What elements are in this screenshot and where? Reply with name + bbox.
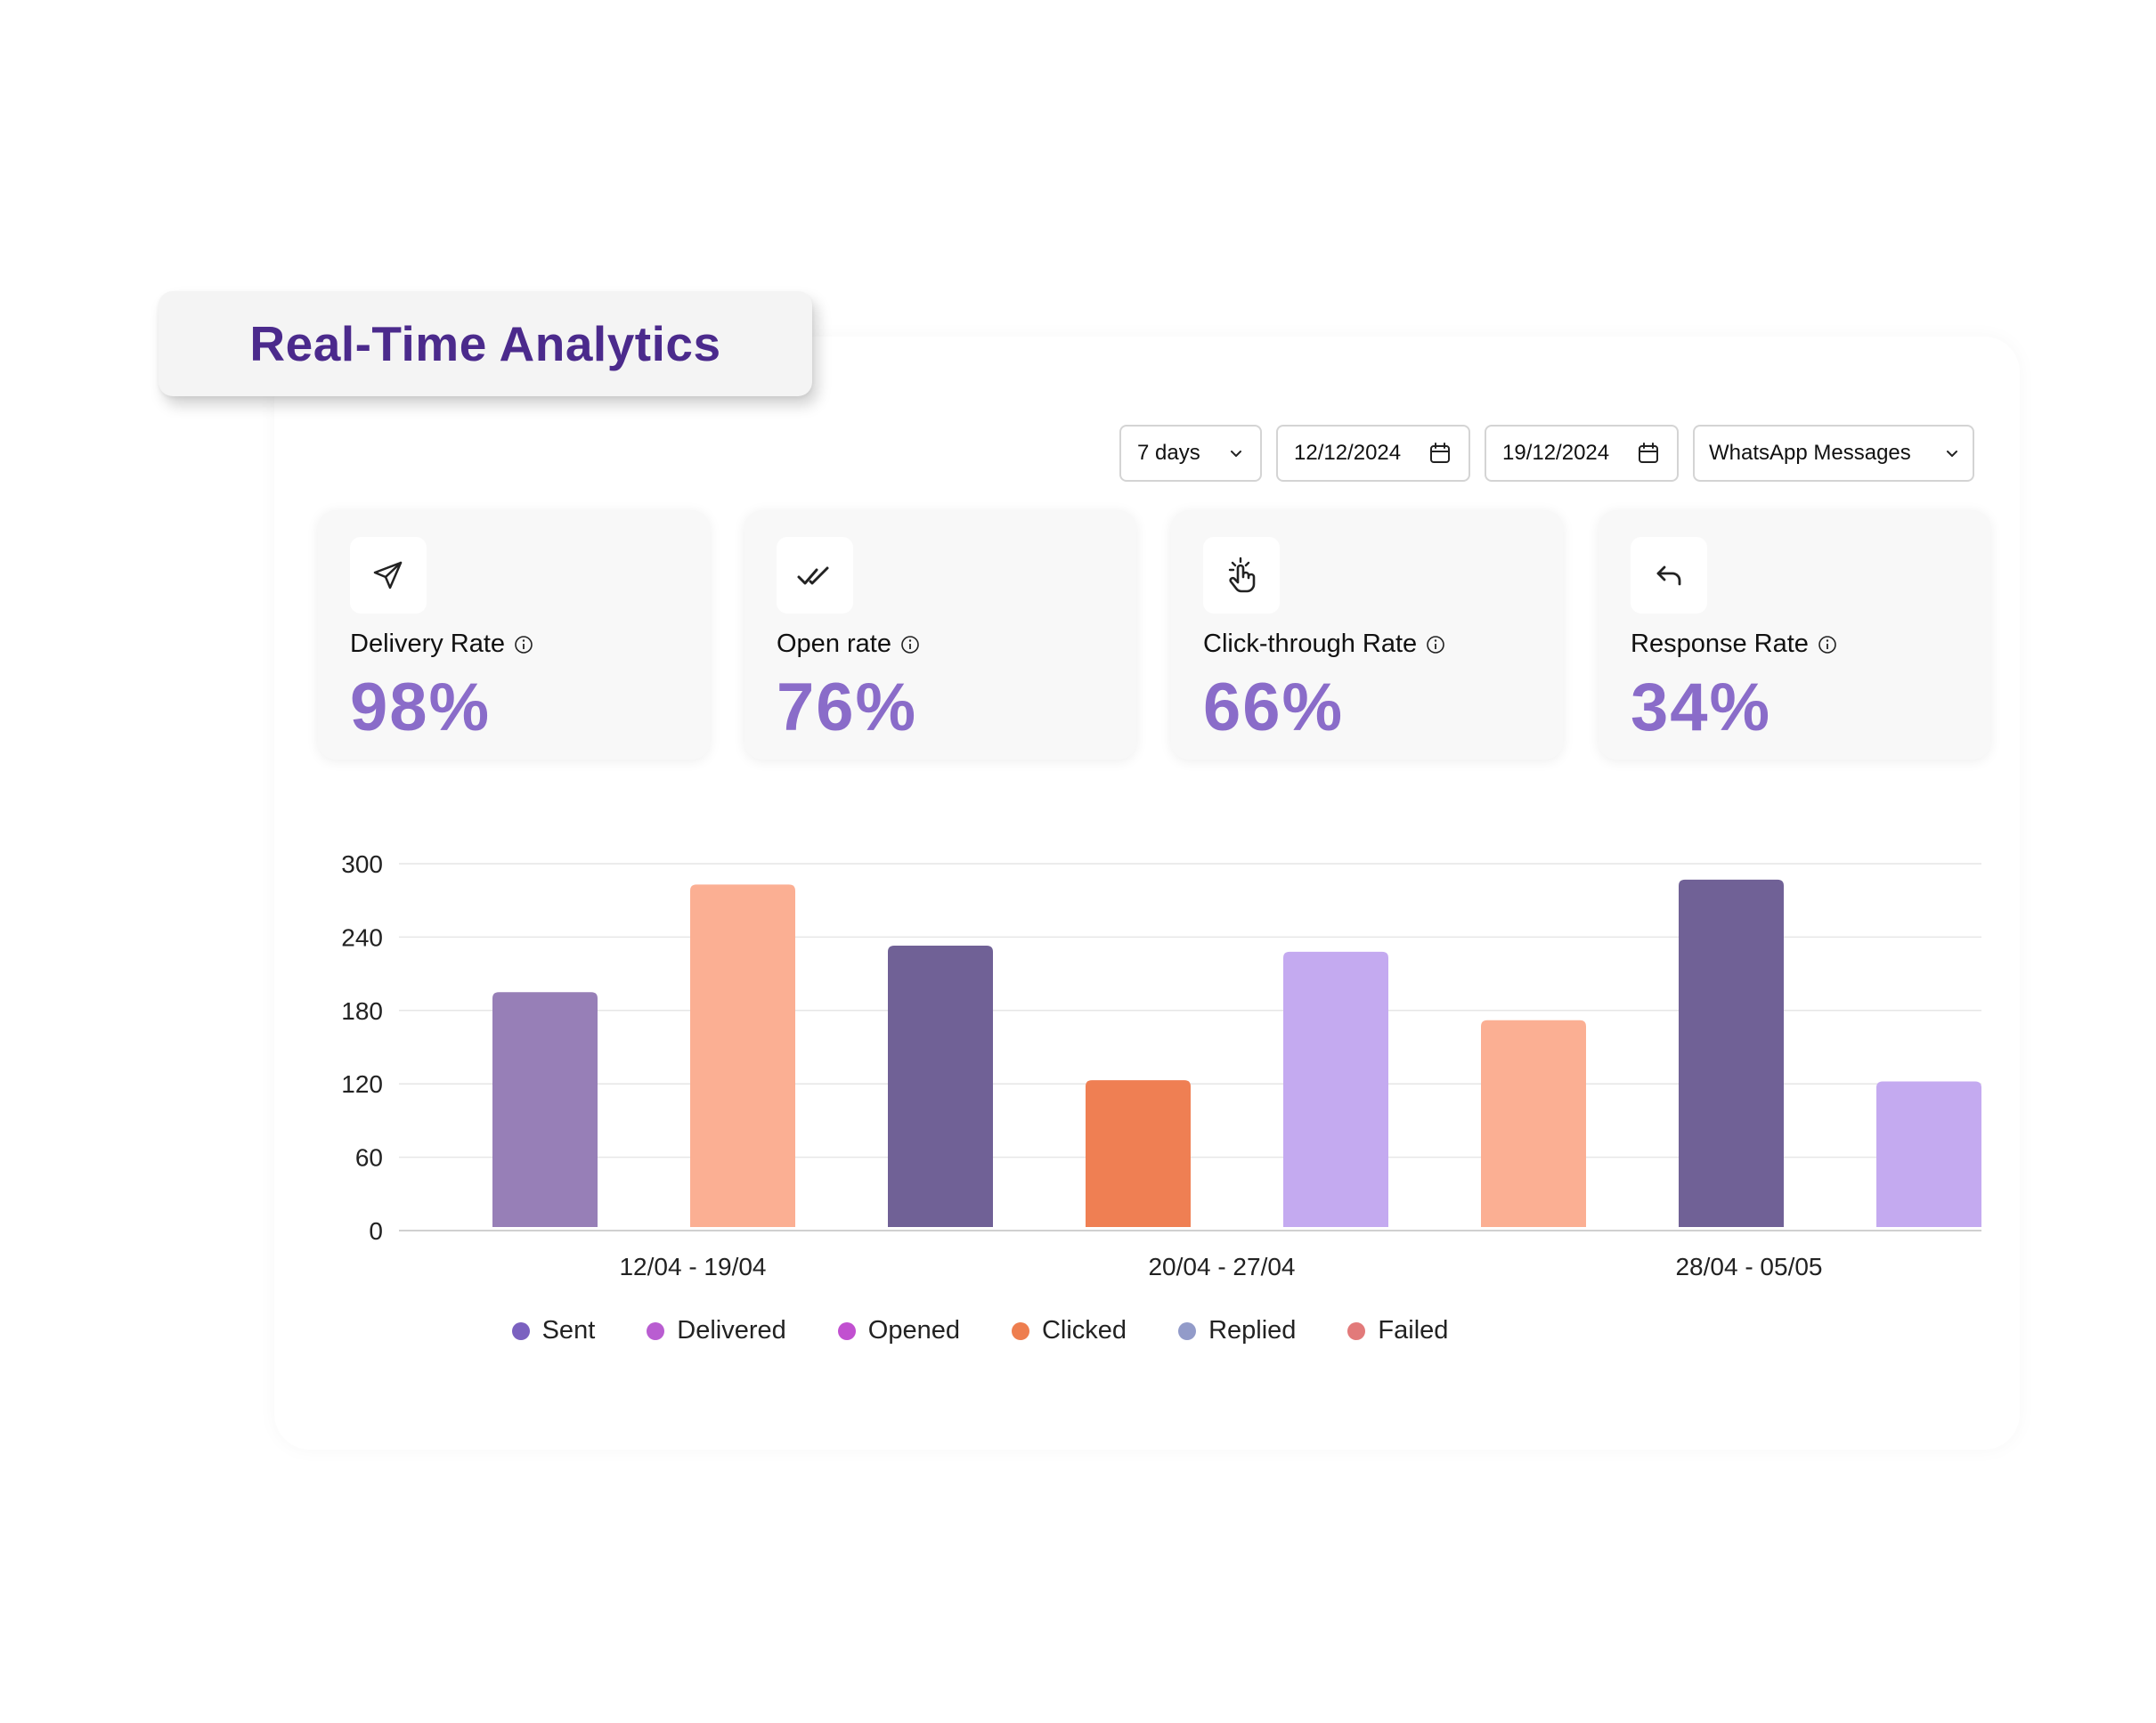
chart-legend: Sent Delivered Opened Clicked Replied Failed bbox=[0, 1316, 2058, 1345]
metric-label: Delivery Rate bbox=[350, 630, 533, 659]
legend-dot bbox=[511, 1321, 530, 1340]
metric-value: 34% bbox=[1631, 670, 1772, 745]
double-check-icon bbox=[797, 566, 829, 585]
y-tick-label: 120 bbox=[341, 1070, 383, 1098]
legend-label: Failed bbox=[1378, 1316, 1449, 1345]
info-icon[interactable] bbox=[514, 635, 533, 654]
y-tick-label: 300 bbox=[341, 850, 383, 878]
metric-card-click: Click-through Rate 66% bbox=[1171, 510, 1563, 760]
metric-card-response: Response Rate 34% bbox=[1599, 510, 1990, 760]
legend-label: Opened bbox=[867, 1316, 960, 1345]
chevron-down-icon bbox=[1947, 451, 1957, 457]
metric-icon-box bbox=[777, 537, 853, 614]
y-tick-label: 180 bbox=[341, 997, 383, 1025]
metric-icon-box bbox=[350, 537, 427, 614]
metric-label: Response Rate bbox=[1631, 630, 1837, 659]
legend-dot bbox=[837, 1321, 856, 1340]
metric-label: Click-through Rate bbox=[1203, 630, 1445, 659]
metric-icon-box bbox=[1203, 537, 1280, 614]
x-tick-label: 12/04 - 19/04 bbox=[619, 1253, 766, 1280]
y-tick-label: 240 bbox=[341, 923, 383, 951]
start-date-value: 12/12/2024 bbox=[1294, 441, 1402, 465]
chevron-down-icon bbox=[1231, 451, 1241, 457]
metric-label-text: Click-through Rate bbox=[1203, 630, 1418, 658]
legend-item[interactable]: Failed bbox=[1347, 1316, 1448, 1345]
metric-card-open: Open rate 76% bbox=[744, 510, 1136, 760]
metric-value: 66% bbox=[1203, 670, 1345, 745]
end-date-input[interactable]: 19/12/2024 bbox=[1485, 425, 1679, 482]
metric-label-text: Delivery Rate bbox=[350, 630, 506, 658]
legend-label: Delivered bbox=[677, 1316, 786, 1345]
legend-label: Replied bbox=[1208, 1316, 1297, 1345]
legend-dot bbox=[1178, 1321, 1197, 1340]
legend-item[interactable]: Sent bbox=[511, 1316, 596, 1345]
metric-value: 98% bbox=[350, 670, 492, 745]
legend-dot bbox=[647, 1321, 665, 1340]
page-title: Real-Time Analytics bbox=[249, 316, 721, 371]
reply-icon bbox=[1656, 565, 1681, 586]
calendar-icon[interactable] bbox=[1428, 441, 1452, 466]
chart-bar[interactable] bbox=[888, 946, 993, 1227]
chart-bar[interactable] bbox=[1086, 1080, 1191, 1227]
legend-item[interactable]: Clicked bbox=[1011, 1316, 1127, 1345]
start-date-input[interactable]: 12/12/2024 bbox=[1276, 425, 1470, 482]
chart-bar[interactable] bbox=[1679, 879, 1784, 1227]
legend-item[interactable]: Opened bbox=[837, 1316, 960, 1345]
send-icon bbox=[373, 561, 403, 589]
legend-item[interactable]: Replied bbox=[1178, 1316, 1296, 1345]
chart-bar[interactable] bbox=[1876, 1081, 1981, 1227]
channel-select[interactable]: WhatsApp Messages bbox=[1693, 425, 1974, 482]
y-tick-label: 0 bbox=[369, 1217, 383, 1245]
calendar-icon[interactable] bbox=[1636, 441, 1661, 466]
legend-item[interactable]: Delivered bbox=[647, 1316, 786, 1345]
chart-bar[interactable] bbox=[1481, 1020, 1586, 1227]
metric-label-text: Open rate bbox=[777, 630, 891, 658]
info-icon[interactable] bbox=[1426, 635, 1445, 654]
legend-dot bbox=[1347, 1321, 1366, 1340]
chart-bar[interactable] bbox=[492, 992, 598, 1227]
legend-label: Sent bbox=[541, 1316, 596, 1345]
chart-bar[interactable] bbox=[690, 884, 795, 1227]
y-tick-label: 60 bbox=[355, 1144, 383, 1172]
x-tick-label: 20/04 - 27/04 bbox=[1148, 1253, 1295, 1280]
legend-label: Clicked bbox=[1041, 1316, 1127, 1345]
bar-chart: 0 60 120 180 240 300 12/04 - 19/04 20/04 - 27/0… bbox=[312, 841, 2004, 1322]
info-icon[interactable] bbox=[1818, 635, 1837, 654]
range-select-value: 7 days bbox=[1137, 441, 1200, 465]
x-tick-label: 28/04 - 05/05 bbox=[1675, 1253, 1822, 1280]
legend-dot bbox=[1011, 1321, 1029, 1340]
metric-icon-box bbox=[1631, 537, 1707, 614]
bar-chart-svg: 0 60 120 180 240 300 12/04 - 19/04 20/04 - 27/0… bbox=[341, 850, 1981, 1280]
channel-select-value: WhatsApp Messages bbox=[1709, 441, 1911, 465]
end-date-value: 19/12/2024 bbox=[1502, 441, 1610, 465]
range-select[interactable]: 7 days bbox=[1119, 425, 1262, 482]
info-icon[interactable] bbox=[900, 635, 920, 654]
tap-hand-icon bbox=[1228, 557, 1256, 593]
chart-bar[interactable] bbox=[1283, 951, 1388, 1227]
metric-label: Open rate bbox=[777, 630, 920, 659]
title-card: Real-Time Analytics bbox=[159, 291, 812, 396]
metric-value: 76% bbox=[777, 670, 918, 745]
metric-label-text: Response Rate bbox=[1631, 630, 1809, 658]
metric-card-delivery: Delivery Rate 98% bbox=[318, 510, 710, 760]
